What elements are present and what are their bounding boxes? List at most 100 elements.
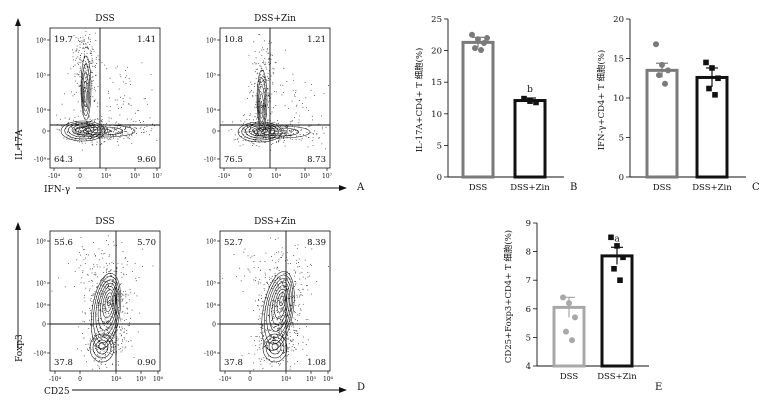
event-dot xyxy=(116,99,118,101)
event-dot xyxy=(78,74,80,75)
event-dot xyxy=(270,54,272,56)
event-dot xyxy=(78,85,80,87)
event-dot xyxy=(259,324,261,326)
event-dot xyxy=(297,289,299,290)
event-dot xyxy=(83,134,85,135)
event-dot xyxy=(292,287,294,289)
event-dot xyxy=(246,119,248,120)
event-dot xyxy=(82,270,84,272)
event-dot xyxy=(151,89,153,91)
event-dot xyxy=(91,58,93,59)
event-dot xyxy=(79,57,81,59)
event-dot xyxy=(116,129,117,131)
event-dot xyxy=(277,266,278,268)
y-axis-arrowhead xyxy=(15,18,21,26)
event-dot xyxy=(279,327,280,329)
event-dot xyxy=(302,106,304,108)
event-dot xyxy=(80,237,82,238)
event-dot xyxy=(285,255,287,256)
event-dot xyxy=(247,98,248,99)
event-dot xyxy=(304,124,306,126)
event-dot xyxy=(91,120,92,121)
event-dot xyxy=(116,104,118,106)
event-dot xyxy=(271,93,273,95)
event-dot xyxy=(89,136,91,137)
contour-ring xyxy=(269,281,291,332)
event-dot xyxy=(143,131,145,133)
event-dot xyxy=(277,353,279,355)
event-dot xyxy=(109,130,111,131)
y-tick-label: 5 xyxy=(619,134,624,144)
event-dot xyxy=(97,55,99,57)
event-dot xyxy=(277,122,279,124)
event-dot xyxy=(259,360,261,362)
event-dot xyxy=(92,76,94,78)
event-dot xyxy=(281,324,283,326)
event-dot xyxy=(257,68,258,70)
event-dot xyxy=(130,340,132,341)
event-dot xyxy=(111,344,112,345)
event-dot xyxy=(81,61,83,62)
event-dot xyxy=(116,336,118,338)
data-point xyxy=(563,328,569,335)
event-dot xyxy=(107,348,108,349)
event-dot xyxy=(281,255,283,257)
event-dot xyxy=(83,70,85,72)
event-dot xyxy=(294,245,296,246)
event-dot xyxy=(131,128,132,130)
event-dot xyxy=(92,119,94,121)
event-dot xyxy=(282,344,283,346)
event-dot xyxy=(270,42,272,44)
contour-ring xyxy=(68,123,98,138)
event-dot xyxy=(122,339,123,341)
event-dot xyxy=(109,138,110,140)
event-dot xyxy=(136,133,137,134)
event-dot xyxy=(268,314,269,316)
event-dot xyxy=(274,137,275,138)
event-dot xyxy=(269,52,271,54)
event-dot xyxy=(281,128,283,129)
event-dot xyxy=(98,129,100,131)
event-dot xyxy=(112,134,113,136)
event-dot xyxy=(123,274,125,276)
event-dot xyxy=(291,340,293,342)
event-dot xyxy=(80,66,81,68)
event-dot xyxy=(284,126,286,128)
event-dot xyxy=(290,284,291,286)
data-point xyxy=(481,40,487,47)
event-dot xyxy=(312,119,313,121)
event-dot xyxy=(284,299,285,301)
event-dot xyxy=(106,346,107,348)
event-dot xyxy=(118,307,119,308)
event-dot xyxy=(75,59,76,61)
y-tick-label: 7 xyxy=(526,276,531,286)
event-dot xyxy=(103,131,105,132)
event-dot xyxy=(87,122,89,124)
event-dot xyxy=(72,49,73,51)
y-tick-label: 6 xyxy=(526,305,531,315)
contour-ring xyxy=(64,122,102,140)
event-dot xyxy=(113,308,114,309)
event-dot xyxy=(319,137,320,139)
event-dot xyxy=(106,282,108,284)
event-dot xyxy=(272,317,274,319)
event-dot xyxy=(294,96,296,97)
event-dot xyxy=(84,57,86,59)
event-dot xyxy=(97,355,99,357)
event-dot xyxy=(74,73,76,75)
event-dot xyxy=(279,139,281,141)
event-dot xyxy=(267,87,268,89)
event-dot xyxy=(124,347,126,349)
event-dot xyxy=(281,257,282,258)
event-dot xyxy=(270,63,271,64)
event-dot xyxy=(83,87,85,88)
event-dot xyxy=(90,299,91,301)
event-dot xyxy=(83,136,85,137)
event-dot xyxy=(110,340,111,342)
event-dot xyxy=(300,292,302,293)
event-dot xyxy=(258,340,260,342)
event-dot xyxy=(74,93,75,95)
event-dot xyxy=(109,109,111,111)
event-dot xyxy=(100,318,101,319)
event-dot xyxy=(82,40,84,42)
